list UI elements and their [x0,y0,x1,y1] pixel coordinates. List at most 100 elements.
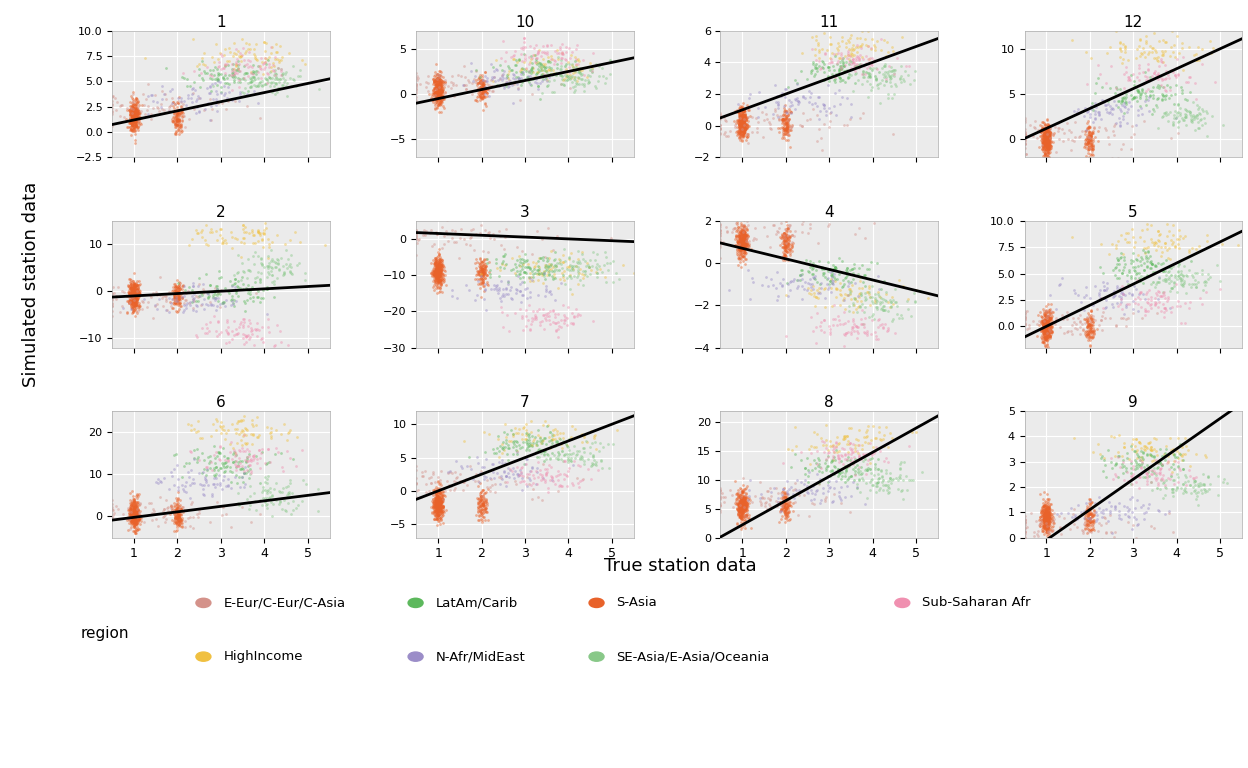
Point [462,77,482,89]
Point [192,322,212,334]
Point [124,304,144,316]
Point [474,505,494,517]
Point [791,273,811,286]
Point [775,108,795,121]
Point [527,311,547,323]
Point [429,265,449,277]
Point [271,428,291,440]
Point [474,514,494,526]
Point [1113,91,1133,103]
Point [782,497,802,509]
Point [1037,498,1057,510]
Point [574,445,594,458]
Point [170,281,190,293]
Point [729,498,749,511]
Point [770,121,790,134]
Point [1037,318,1057,330]
Point [740,235,760,247]
Point [161,92,181,104]
Point [1046,318,1066,330]
Point [1036,140,1056,152]
Point [212,237,232,249]
Point [223,71,243,84]
Point [1033,137,1053,149]
Point [130,505,150,518]
Point [1038,124,1058,137]
Point [1077,328,1097,340]
Point [876,49,896,61]
Point [122,512,142,525]
Point [842,267,862,280]
Point [734,224,754,237]
Point [1035,124,1055,137]
Point [1124,445,1144,458]
Point [733,504,753,516]
Point [434,265,454,277]
Point [472,92,492,104]
Point [503,440,523,452]
Point [1076,522,1096,535]
Point [129,111,149,123]
Point [423,78,443,91]
Point [1133,446,1153,458]
Point [780,513,800,525]
Point [1036,316,1056,328]
Point [125,293,145,306]
Point [431,253,451,266]
Point [213,420,233,432]
Point [879,46,899,58]
Point [1113,288,1133,300]
Point [1112,296,1132,309]
Point [467,468,487,480]
Point [887,474,907,486]
Point [233,410,253,422]
Point [432,267,452,280]
Point [524,42,544,55]
Point [260,66,280,78]
Point [882,475,902,487]
Point [255,484,275,496]
Point [1036,126,1056,138]
Point [126,293,146,305]
Point [822,276,842,289]
Point [1109,509,1129,521]
Point [429,518,449,530]
Point [495,479,515,492]
Point [1208,489,1228,502]
Point [778,230,797,243]
Point [161,514,181,526]
Point [609,273,629,285]
Point [1176,102,1196,114]
Point [255,495,275,508]
Point [475,505,495,517]
Point [119,291,139,303]
Point [1036,495,1056,508]
Point [121,92,141,104]
Point [729,127,749,140]
Point [129,124,149,136]
Point [188,89,208,101]
Point [429,81,449,93]
Point [776,228,796,240]
Point [734,517,754,529]
Point [1187,54,1207,66]
Point [202,488,222,500]
Point [168,508,188,521]
Point [187,300,207,313]
Point [122,507,142,519]
Point [537,261,557,273]
Point [121,499,141,511]
Point [811,316,831,328]
Point [730,236,750,248]
Point [273,72,293,84]
Point [432,93,452,105]
Point [734,505,754,517]
Point [1035,137,1055,150]
Point [1184,478,1204,491]
Point [1119,71,1139,83]
Point [122,294,142,306]
Point [852,68,872,80]
Point [1037,147,1057,159]
Point [1133,471,1153,483]
Point [832,466,852,478]
